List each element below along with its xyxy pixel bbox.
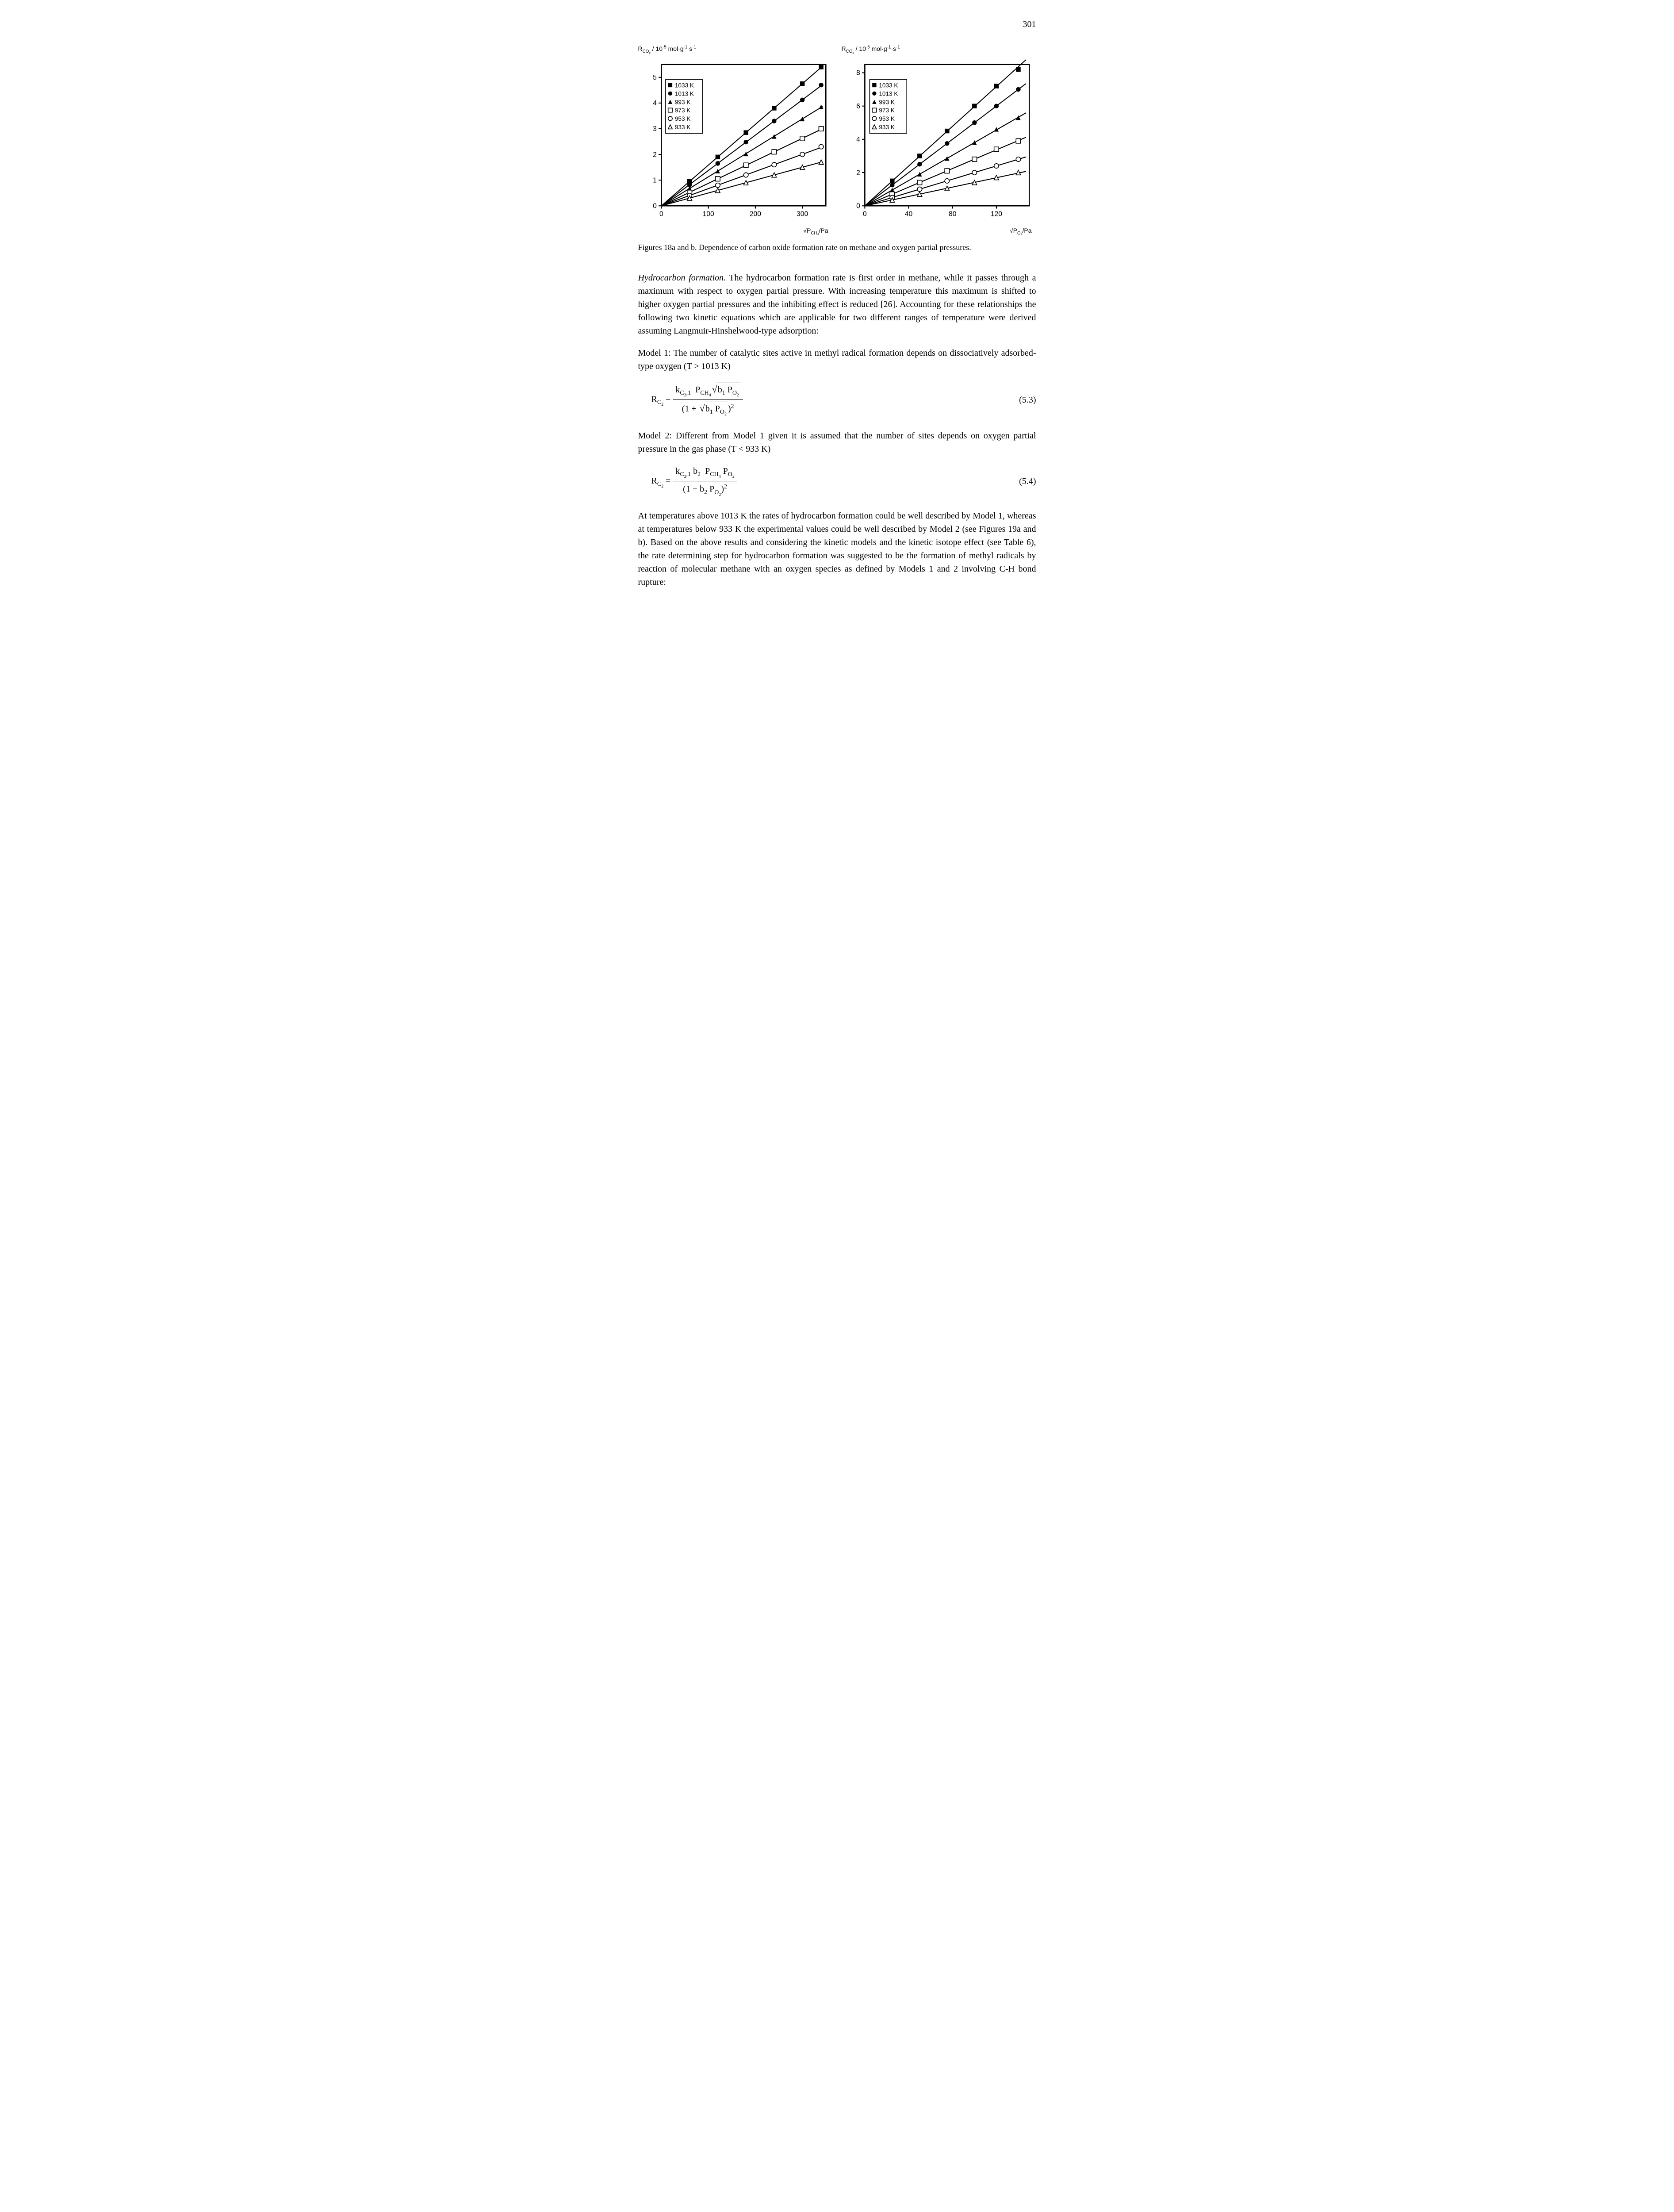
svg-text:1013 K: 1013 K — [674, 91, 693, 97]
chart-a: 0 100 200 300 0 1 2 3 4 5 1033 K 1013 K 993 K 973 K95… — [638, 58, 833, 224]
eq-5-3-math: RC2 = kC2,1 PCH4b1 PO2 (1 + b1 PO2)2 — [651, 382, 1005, 418]
y-axis-label-b: RCOx / 10-5 mol·g-1·s-1 — [842, 44, 1036, 56]
svg-text:2: 2 — [653, 151, 657, 158]
page-number: 301 — [638, 18, 1036, 31]
svg-text:1013 K: 1013 K — [879, 91, 898, 97]
figures-row: RCOx / 10-5 mol·g-1 s-1 0100200300012345… — [638, 44, 1036, 237]
svg-text:4: 4 — [856, 136, 860, 143]
svg-text:1033 K: 1033 K — [674, 82, 693, 89]
svg-text:40: 40 — [904, 210, 912, 218]
svg-text:80: 80 — [948, 210, 956, 218]
svg-text:933 K: 933 K — [674, 124, 690, 131]
svg-text:8: 8 — [856, 69, 860, 77]
eq-5-4-number: (5.4) — [1005, 475, 1036, 488]
svg-text:0: 0 — [653, 203, 657, 210]
equation-5-4: RC2 = kC2,1 b2 PCH4 PO2 (1 + b2 PO2)2 (5… — [651, 465, 1036, 499]
svg-text:2: 2 — [856, 169, 860, 177]
svg-text:933 K: 933 K — [879, 124, 895, 131]
svg-text:1: 1 — [653, 177, 657, 184]
para-model1: Model 1: The number of catalytic sites a… — [638, 346, 1036, 373]
para1-prefix: Hydrocarbon formation. — [638, 273, 726, 283]
svg-text:100: 100 — [702, 210, 714, 218]
svg-text:200: 200 — [749, 210, 761, 218]
para-hydrocarbon-formation: Hydrocarbon formation. The hydrocarbon f… — [638, 271, 1036, 338]
svg-text:4: 4 — [653, 100, 657, 107]
para-model2: Model 2: Different from Model 1 given it… — [638, 429, 1036, 456]
figure-caption: Figures 18a and b. Dependence of carbon … — [638, 242, 1036, 253]
svg-text:120: 120 — [990, 210, 1002, 218]
svg-text:3: 3 — [653, 125, 657, 133]
equation-5-3: RC2 = kC2,1 PCH4b1 PO2 (1 + b1 PO2)2 (5.… — [651, 382, 1036, 418]
svg-text:973 K: 973 K — [674, 107, 690, 114]
svg-text:993 K: 993 K — [879, 99, 895, 105]
chart-b: 0 40 80 120 0 2 4 6 8 1033 K 1013 K 993 K 973 K953 K… — [842, 58, 1036, 224]
svg-text:300: 300 — [797, 210, 808, 218]
eq-5-3-number: (5.3) — [1005, 393, 1036, 407]
svg-text:953 K: 953 K — [879, 115, 895, 122]
x-axis-label-a: √PCH₄/Pa — [638, 226, 833, 237]
svg-text:5: 5 — [653, 74, 657, 81]
eq-5-4-math: RC2 = kC2,1 b2 PCH4 PO2 (1 + b2 PO2)2 — [651, 465, 1005, 499]
y-axis-label-a: RCOx / 10-5 mol·g-1 s-1 — [638, 44, 833, 56]
svg-text:0: 0 — [856, 203, 860, 210]
svg-text:993 K: 993 K — [674, 99, 690, 105]
svg-text:0: 0 — [863, 210, 867, 218]
figure-18a: RCOx / 10-5 mol·g-1 s-1 0 100 200 300 0 1 2 3 4 5… — [638, 44, 833, 237]
figure-18b: RCOx / 10-5 mol·g-1·s-1 0 40 80 120 0 2 4 6 8 103… — [842, 44, 1036, 237]
svg-text:953 K: 953 K — [674, 115, 690, 122]
para-discussion: At temperatures above 1013 K the rates o… — [638, 509, 1036, 589]
svg-text:1033 K: 1033 K — [879, 82, 898, 89]
svg-text:973 K: 973 K — [879, 107, 895, 114]
svg-text:0: 0 — [659, 210, 663, 218]
x-axis-label-b: √PO₂/Pa — [842, 226, 1036, 237]
svg-text:6: 6 — [856, 103, 860, 110]
